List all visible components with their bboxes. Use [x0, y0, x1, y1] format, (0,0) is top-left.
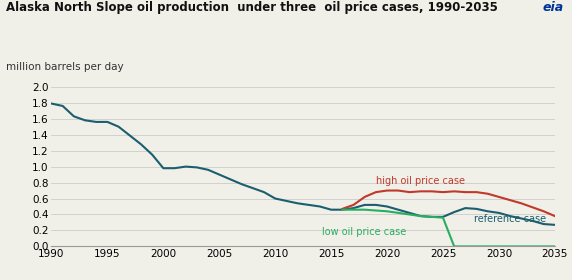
Text: high oil price case: high oil price case [376, 176, 465, 186]
Text: million barrels per day: million barrels per day [6, 62, 124, 72]
Text: eia: eia [542, 1, 563, 14]
Text: Alaska North Slope oil production  under three  oil price cases, 1990-2035: Alaska North Slope oil production under … [6, 1, 498, 14]
Text: reference case: reference case [474, 214, 546, 224]
Text: low oil price case: low oil price case [322, 227, 407, 237]
